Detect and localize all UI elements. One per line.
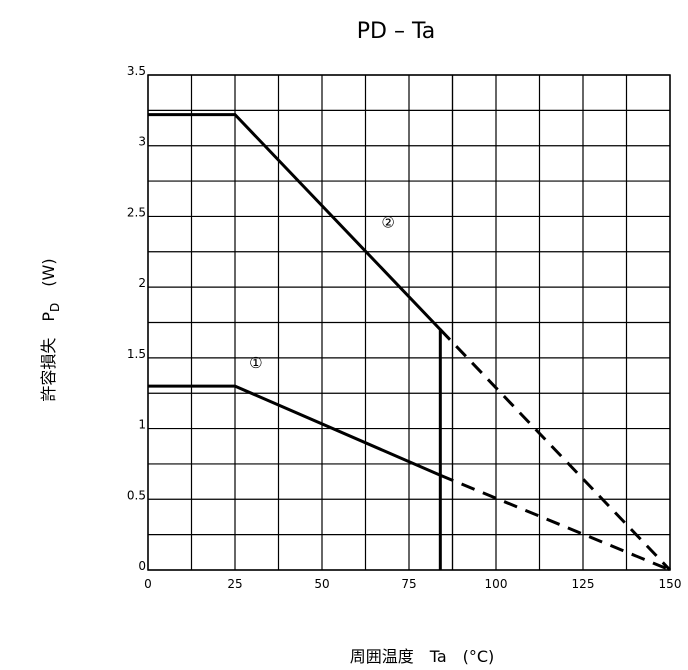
- y-axis-label-unit: (W): [39, 258, 58, 302]
- y-axis-label-subscript: D: [48, 303, 62, 312]
- series-lines: ①②: [148, 113, 672, 572]
- y-tick-label: 2: [138, 276, 146, 290]
- series-2-dashed-line: [439, 328, 672, 572]
- y-tick-label: 2.5: [127, 205, 146, 219]
- y-axis-ticks: 0 0.5 1 1.5 2 2.5 3 3.5: [127, 64, 146, 573]
- x-axis-ticks: 0 25 50 75 100 125 150: [144, 577, 681, 591]
- series-2: ②: [148, 113, 672, 572]
- y-tick-label: 0.5: [127, 488, 146, 502]
- series-1-label: ①: [249, 354, 262, 372]
- x-tick-label: 0: [144, 577, 152, 591]
- x-tick-label: 100: [485, 577, 508, 591]
- x-tick-label: 50: [314, 577, 329, 591]
- plot-frame: [147, 74, 671, 571]
- y-tick-label: 3.5: [127, 64, 146, 78]
- series-1-dashed-line: [439, 473, 671, 572]
- series-2-solid-line: [148, 113, 442, 570]
- grid: [147, 74, 671, 571]
- x-tick-label: 150: [659, 577, 682, 591]
- y-tick-label: 1.5: [127, 347, 146, 361]
- x-tick-label: 25: [227, 577, 242, 591]
- y-axis-label-main: 許容損失 P: [39, 312, 58, 402]
- y-tick-label: 1: [138, 418, 146, 432]
- x-tick-label: 125: [572, 577, 595, 591]
- series-2-label: ②: [381, 214, 394, 232]
- series-1: ①: [148, 354, 671, 572]
- y-tick-label: 3: [138, 135, 146, 149]
- y-tick-label: 0: [138, 559, 146, 573]
- y-axis-label: 許容損失 PD (W): [39, 258, 62, 401]
- series-1-solid-line: [148, 384, 441, 477]
- x-axis-label: 周囲温度 Ta (°C): [350, 647, 495, 666]
- chart-title: PD – Ta: [357, 19, 435, 44]
- x-tick-label: 75: [401, 577, 416, 591]
